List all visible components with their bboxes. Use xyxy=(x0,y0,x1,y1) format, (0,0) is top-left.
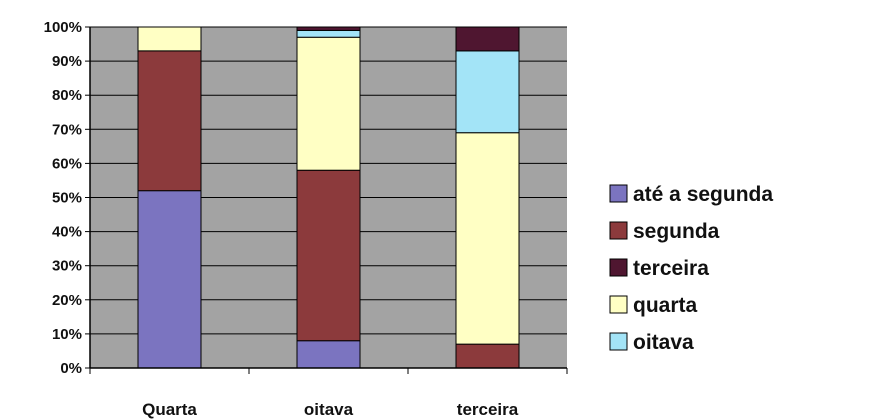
y-tick-label: 70% xyxy=(52,121,82,138)
legend-swatch xyxy=(609,295,628,314)
bar-segment xyxy=(455,132,520,345)
x-tick-label: Quarta xyxy=(142,400,197,419)
bar-segment xyxy=(137,190,202,369)
y-tick-label: 30% xyxy=(52,258,82,275)
x-tick-label: terceira xyxy=(457,400,519,419)
axes xyxy=(85,26,568,374)
x-tick-label: oitava xyxy=(304,400,354,419)
legend-label: segunda xyxy=(633,220,720,243)
y-tick-label: 90% xyxy=(52,53,82,70)
legend-swatch xyxy=(609,258,628,277)
bar-segment xyxy=(296,169,361,342)
bar-segment xyxy=(137,26,202,52)
bar-segment xyxy=(296,36,361,171)
y-tick-label: 0% xyxy=(60,360,82,377)
y-tick-label: 60% xyxy=(52,155,82,172)
legend: até a segunda segunda terceira quarta oitava xyxy=(609,183,773,354)
y-tick-label: 100% xyxy=(44,19,82,36)
legend-swatch xyxy=(609,184,628,203)
x-tick-labels: Quarta oitava terceira xyxy=(142,400,519,419)
y-tick-labels: 0% 10% 20% 30% 40% 50% 60% 70% 80% 90% 100% xyxy=(44,19,82,377)
y-tick-label: 40% xyxy=(52,224,82,241)
bar-segment xyxy=(137,50,202,192)
legend-swatch xyxy=(609,221,628,240)
legend-label: quarta xyxy=(633,294,698,317)
y-tick-label: 50% xyxy=(52,190,82,207)
legend-label: até a segunda xyxy=(633,183,773,206)
legend-label: terceira xyxy=(633,257,709,280)
y-tick-label: 20% xyxy=(52,292,82,309)
bar-segment xyxy=(296,340,361,369)
bar-segment xyxy=(296,26,361,31)
bar-segment xyxy=(455,26,520,52)
bars xyxy=(137,26,520,369)
legend-label: oitava xyxy=(633,331,694,354)
bar-segment xyxy=(455,343,520,369)
bar-segment xyxy=(296,29,361,38)
bar-segment xyxy=(455,50,520,134)
legend-swatch xyxy=(609,332,628,351)
y-tick-label: 10% xyxy=(52,326,82,343)
y-tick-label: 80% xyxy=(52,87,82,104)
